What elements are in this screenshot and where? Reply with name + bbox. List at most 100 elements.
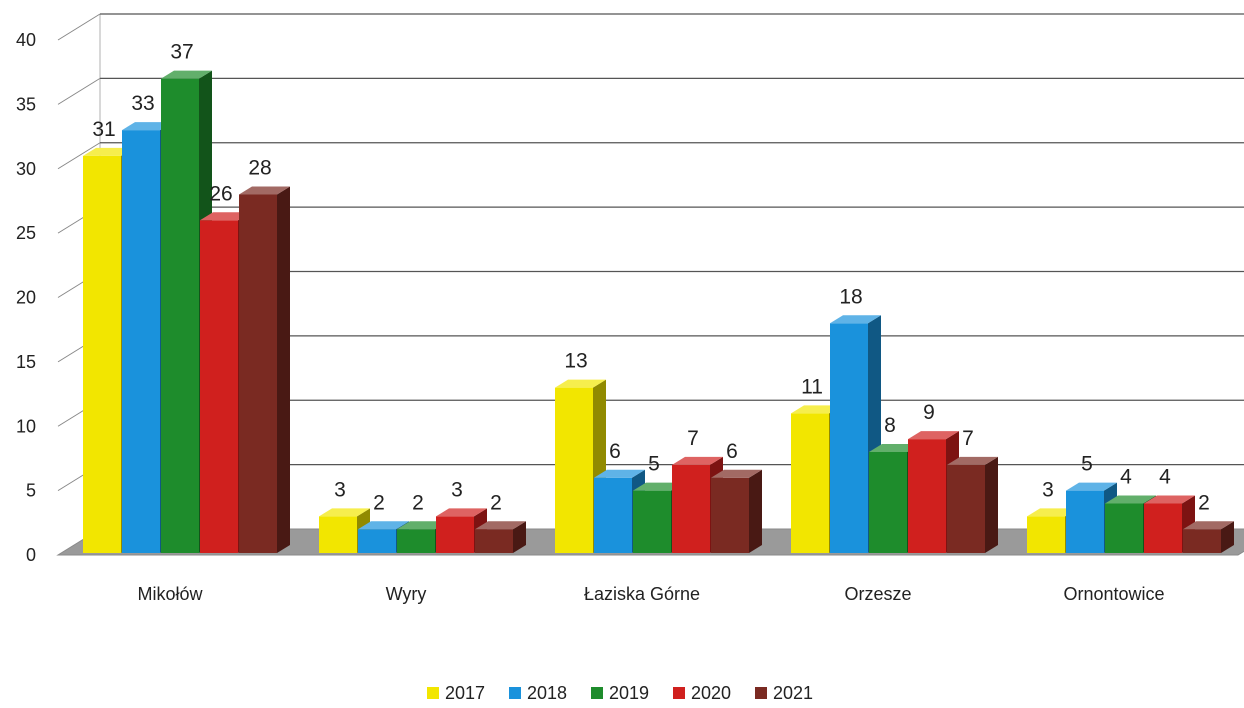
bar [711, 469, 762, 553]
bar-top [239, 186, 290, 195]
bar-top [947, 456, 998, 465]
bar-front [869, 452, 907, 553]
data-label: 28 [248, 157, 271, 180]
x-tick-label: Ornontowice [1063, 584, 1164, 604]
bars [83, 70, 1234, 553]
y-tick-label: 20 [16, 288, 36, 308]
bar-top [1183, 521, 1234, 530]
y-axis-ticks: 0 5 10 15 20 25 30 35 40 [16, 30, 36, 565]
bar-side [749, 469, 762, 553]
data-label: 18 [839, 285, 862, 308]
bar-top [200, 212, 251, 221]
bar-front [83, 155, 121, 553]
y-tick-label: 40 [16, 30, 36, 50]
bar-front [358, 529, 396, 553]
legend-label: 2018 [527, 683, 567, 703]
bar-side [513, 521, 526, 553]
bar-top [475, 521, 526, 530]
bar-front [397, 529, 435, 553]
bar-front [1027, 516, 1065, 553]
bar-top [436, 508, 487, 517]
legend-swatch [755, 687, 767, 699]
bar-front [200, 220, 238, 553]
bar-front [122, 130, 160, 553]
y-tick-label: 10 [16, 416, 36, 436]
data-label: 2 [373, 491, 385, 514]
bar-top [594, 469, 645, 478]
legend-swatch [427, 687, 439, 699]
data-label: 6 [609, 440, 621, 463]
bar [830, 315, 881, 553]
bar-front [711, 477, 749, 553]
bar-front [161, 78, 199, 553]
bar-front [830, 323, 868, 553]
bar-front [1066, 490, 1104, 553]
legend-item: 2021 [755, 683, 813, 703]
bar-front [1144, 503, 1182, 553]
data-label: 3 [1042, 478, 1054, 501]
category-labels: Mikołów Wyry Łaziska Górne Orzesze Ornontowi… [137, 584, 1164, 604]
bar-top [319, 508, 370, 517]
y-tick-label: 0 [26, 545, 36, 565]
legend-item: 2018 [509, 683, 567, 703]
bar-side [277, 186, 290, 553]
data-label: 13 [564, 350, 587, 373]
data-label: 3 [334, 478, 346, 501]
bar-top [869, 444, 920, 452]
bar-front [791, 413, 829, 553]
bar-front [1105, 503, 1143, 553]
bar-top [672, 456, 723, 465]
data-labels: 31 33 37 26 28 3 2 2 3 2 13 6 5 7 6 11 18 8 9 7 3 5 4 4 2 [92, 41, 1210, 515]
bar-top [397, 521, 448, 530]
bar-top [711, 469, 762, 478]
bar-top [633, 482, 684, 491]
data-label: 11 [801, 375, 823, 398]
data-label: 5 [1081, 453, 1093, 476]
x-tick-label: Orzesze [844, 584, 911, 604]
data-label: 26 [209, 182, 232, 205]
legend-item: 2017 [427, 683, 485, 703]
data-label: 7 [687, 427, 699, 450]
legend-label: 2019 [609, 683, 649, 703]
legend-label: 2021 [773, 683, 813, 703]
bar-top [791, 405, 842, 414]
bar [1183, 521, 1234, 553]
bar [555, 379, 606, 553]
x-tick-label: Mikołów [137, 584, 203, 604]
data-label: 4 [1159, 466, 1171, 489]
x-tick-label: Wyry [386, 584, 427, 604]
legend-swatch [591, 687, 603, 699]
bar-front [436, 516, 474, 553]
bar-top [1066, 482, 1117, 491]
data-label: 3 [451, 478, 463, 501]
bar-front [672, 464, 710, 553]
y-tick-label: 15 [16, 352, 36, 372]
data-label: 5 [648, 453, 660, 476]
bar-front [1183, 529, 1221, 553]
legend-label: 2020 [691, 683, 731, 703]
data-label: 8 [884, 414, 896, 437]
bar-top [122, 122, 173, 131]
bar-top [83, 147, 134, 156]
y-tick-label: 5 [26, 481, 36, 501]
data-label: 31 [92, 118, 115, 141]
data-label: 33 [131, 92, 154, 115]
bar-top [555, 379, 606, 388]
bar-side [1221, 521, 1234, 553]
data-label: 7 [962, 427, 974, 450]
legend-swatch [673, 687, 685, 699]
bar-front [908, 439, 946, 553]
data-label: 6 [726, 440, 738, 463]
bar-top [161, 70, 212, 79]
bar-top [908, 431, 959, 440]
bar-front [319, 516, 357, 553]
bar-front [633, 490, 671, 553]
bar-top [1105, 495, 1156, 504]
x-tick-label: Łaziska Górne [584, 584, 700, 604]
bar-front [594, 477, 632, 553]
y-tick-label: 35 [16, 94, 36, 114]
bar-front [475, 529, 513, 553]
data-label: 2 [490, 491, 502, 514]
gridlines [57, 13, 1244, 492]
